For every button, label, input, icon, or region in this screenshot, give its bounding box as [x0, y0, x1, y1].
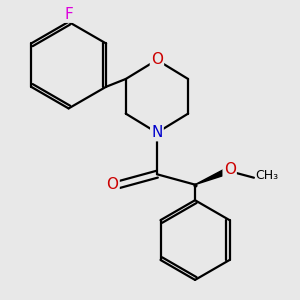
Polygon shape: [195, 168, 229, 184]
Text: O: O: [106, 177, 119, 192]
Text: F: F: [64, 7, 73, 22]
Text: O: O: [224, 162, 236, 177]
Text: N: N: [151, 125, 163, 140]
Text: O: O: [151, 52, 163, 68]
Text: CH₃: CH₃: [256, 169, 279, 182]
